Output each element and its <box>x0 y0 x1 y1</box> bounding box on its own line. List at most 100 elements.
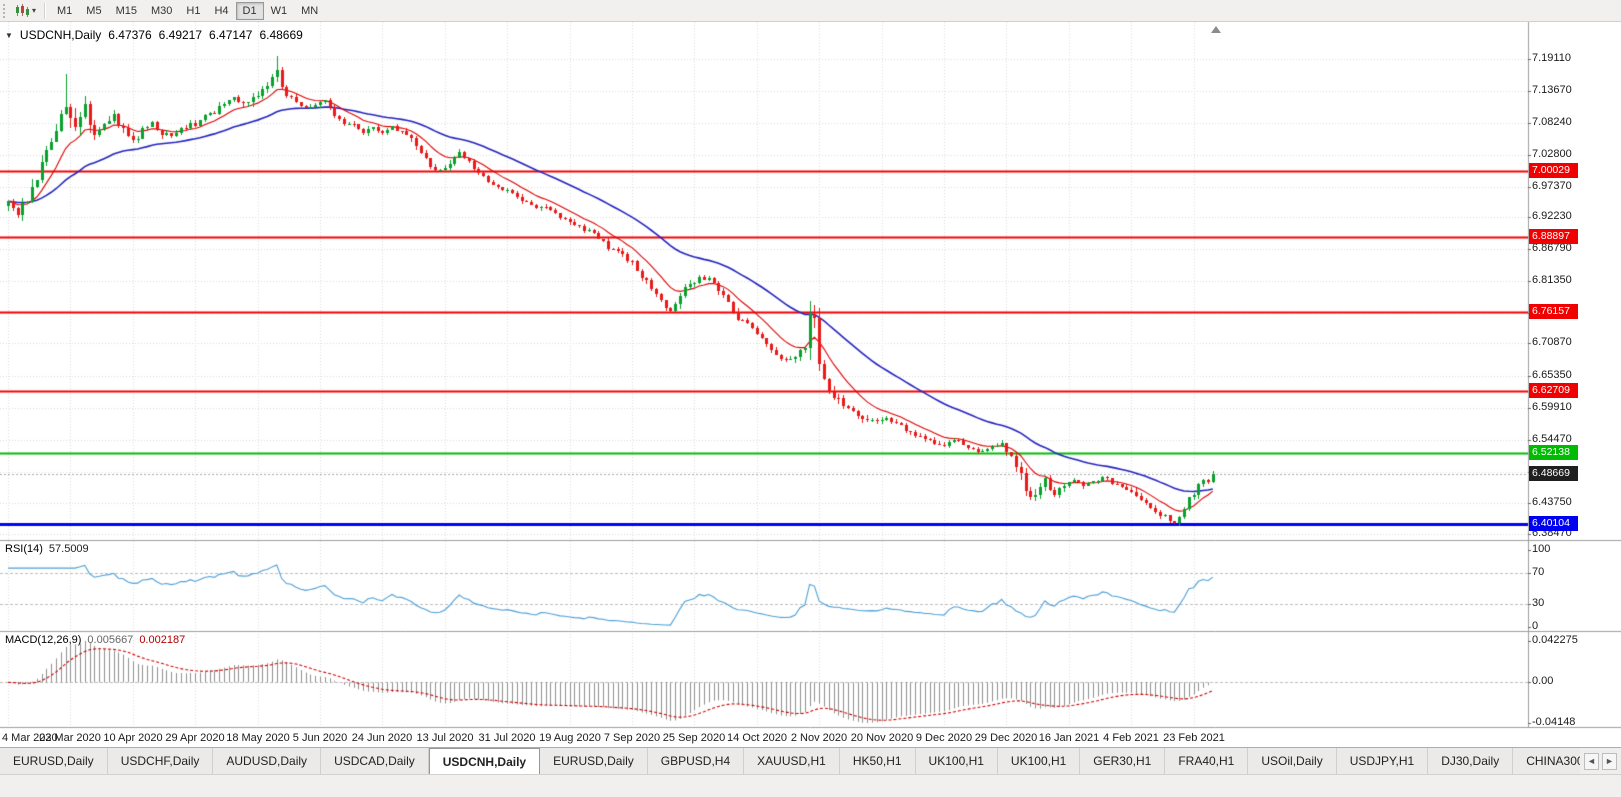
rsi-indicator-label: RSI(14) 57.5009 <box>5 543 89 555</box>
timeframe-button-mn[interactable]: MN <box>301 4 319 17</box>
one-click-trading-arrow-icon[interactable]: ▼ <box>5 30 13 40</box>
chart-tab-bar: EURUSD,Daily USDCHF,Daily AUDUSD,Daily USDC… <box>0 747 1621 774</box>
status-bar <box>0 774 1621 797</box>
date-axis-label: 31 Jul 2020 <box>478 732 536 744</box>
timeframe-button-m15[interactable]: M15 <box>115 4 137 17</box>
date-axis-label: 18 May 2020 <box>226 732 290 744</box>
macd-title: MACD(12,26,9) <box>5 634 82 646</box>
chart-tab-uk100-h1[interactable]: UK100,H1 <box>915 748 998 774</box>
date-axis-label: 29 Dec 2020 <box>974 732 1038 744</box>
chart-tab-fra40-h1[interactable]: FRA40,H1 <box>1165 748 1249 774</box>
timeframe-button-h4[interactable]: H4 <box>214 4 229 17</box>
chart-menu-button[interactable]: ▾ <box>12 2 39 20</box>
chart-tab-gbpusd-h4[interactable]: GBPUSD,H4 <box>647 748 745 774</box>
price-axis-tick: 7.19110 <box>1532 52 1571 64</box>
macd-axis-tick: 0.042275 <box>1532 634 1578 646</box>
top-toolbar: ▾ M1 M5 M15 M30 H1 H4 D1 W1 MN <box>0 0 1621 22</box>
date-axis-label: 23 Mar 2020 <box>39 732 101 744</box>
price-axis-tick: 6.43750 <box>1532 496 1572 508</box>
rsi-axis-tick: 100 <box>1532 543 1551 555</box>
price-axis-tick: 6.97370 <box>1532 180 1572 192</box>
date-axis-label: 25 Sep 2020 <box>662 732 726 744</box>
date-axis-label: 5 Jun 2020 <box>292 732 348 744</box>
rsi-value: 57.5009 <box>48 543 89 555</box>
timeframe-button-w1[interactable]: W1 <box>270 4 288 17</box>
date-axis-label: 19 Aug 2020 <box>539 732 601 744</box>
timeframe-button-m30[interactable]: M30 <box>150 4 173 17</box>
chart-tab-china300-h1[interactable]: CHINA300,H1 <box>1513 748 1580 774</box>
rsi-title: RSI(14) <box>5 543 43 555</box>
timeframe-button-group: M1 M5 M15 M30 H1 H4 D1 W1 MN <box>50 1 325 20</box>
chevron-down-icon: ▾ <box>32 6 37 15</box>
timeframe-button-m1[interactable]: M1 <box>57 4 73 17</box>
price-axis-tick: 6.92230 <box>1532 210 1572 222</box>
date-axis-label: 16 Jan 2021 <box>1038 732 1100 744</box>
symbol-period-title: USDCNH,Daily <box>19 28 102 42</box>
macd-indicator-label: MACD(12,26,9) 0.005667 0.002187 <box>5 634 185 646</box>
level-badge-6.52138: 6.52138 <box>1529 445 1578 460</box>
tabs-scroll-left-button[interactable]: ◄ <box>1584 752 1599 770</box>
date-axis-label: 9 Dec 2020 <box>915 732 973 744</box>
price-axis-tick: 7.13670 <box>1532 84 1572 96</box>
chart-canvas[interactable] <box>0 22 1621 747</box>
chart-tab-hk50-h1[interactable]: HK50,H1 <box>839 748 916 774</box>
chart-area: ▼ USDCNH,Daily 6.47376 6.49217 6.47147 6… <box>0 22 1621 747</box>
level-badge-6.62709: 6.62709 <box>1529 383 1578 398</box>
price-axis-tick: 6.54470 <box>1532 433 1572 445</box>
chart-tab-xauusd-h1[interactable]: XAUUSD,H1 <box>744 748 840 774</box>
macd-axis-tick: 0.00 <box>1532 675 1554 687</box>
date-axis-label: 14 Oct 2020 <box>727 732 787 744</box>
price-axis-tick: 7.02800 <box>1532 148 1572 160</box>
candlestick-chart-icon <box>16 3 29 17</box>
date-axis-label: 4 Feb 2021 <box>1103 732 1159 744</box>
ohlc-high: 6.49217 <box>158 28 203 42</box>
price-axis-tick: 6.59910 <box>1532 401 1572 413</box>
price-axis-tick: 6.81350 <box>1532 274 1572 286</box>
date-axis-label: 29 Apr 2020 <box>165 732 225 744</box>
chart-shift-marker[interactable] <box>1211 26 1221 33</box>
price-axis-tick: 6.65350 <box>1532 369 1572 381</box>
date-axis-label: 23 Feb 2021 <box>1163 732 1225 744</box>
chart-tab-uk100-h1[interactable]: UK100,H1 <box>997 748 1081 774</box>
rsi-axis-tick: 0 <box>1532 620 1539 632</box>
date-axis-label: 7 Sep 2020 <box>603 732 661 744</box>
toolbar-separator <box>44 2 46 19</box>
date-axis-label: 10 Apr 2020 <box>103 732 163 744</box>
date-axis-label: 4 Mar 2020 <box>2 732 58 744</box>
level-badge-6.88897: 6.88897 <box>1529 229 1578 244</box>
date-axis-label: 13 Jul 2020 <box>416 732 474 744</box>
chart-tab-usdchf-daily[interactable]: USDCHF,Daily <box>107 748 214 774</box>
macd-axis-tick: -0.04148 <box>1532 716 1576 728</box>
chart-tab-usoil-daily[interactable]: USOil,Daily <box>1248 748 1337 774</box>
toolbar-grip[interactable] <box>3 3 8 18</box>
price-axis-tick: 6.70870 <box>1532 336 1572 348</box>
macd-signal-value: 0.002187 <box>139 634 186 646</box>
ohlc-close: 6.48669 <box>259 28 303 42</box>
date-axis-label: 2 Nov 2020 <box>790 732 848 744</box>
chart-tab-audusd-daily[interactable]: AUDUSD,Daily <box>213 748 322 774</box>
chart-tabs: EURUSD,Daily USDCHF,Daily AUDUSD,Daily USDC… <box>0 748 1580 774</box>
rsi-axis-tick: 30 <box>1532 597 1545 609</box>
ohlc-open: 6.47376 <box>108 28 152 42</box>
level-badge-6.76157: 6.76157 <box>1529 304 1578 319</box>
current-price-badge: 6.48669 <box>1529 466 1578 481</box>
chart-tab-eurusd-daily[interactable]: EURUSD,Daily <box>0 748 108 774</box>
chart-tab-dj30-daily[interactable]: DJ30,Daily <box>1428 748 1514 774</box>
level-badge-7.00029: 7.00029 <box>1529 163 1578 178</box>
chart-tab-ger30-h1[interactable]: GER30,H1 <box>1080 748 1166 774</box>
timeframe-button-m5[interactable]: M5 <box>86 4 102 17</box>
chart-tab-eurusd-daily[interactable]: EURUSD,Daily <box>540 748 648 774</box>
chart-title-overlay: ▼ USDCNH,Daily 6.47376 6.49217 6.47147 6… <box>5 28 303 42</box>
tabs-scroll-right-button[interactable]: ► <box>1602 752 1617 770</box>
timeframe-button-h1[interactable]: H1 <box>186 4 201 17</box>
price-axis-tick: 6.86790 <box>1532 242 1572 254</box>
ohlc-low: 6.47147 <box>209 28 253 42</box>
level-badge-6.40104: 6.40104 <box>1529 516 1578 531</box>
chart-tab-usdcad-daily[interactable]: USDCAD,Daily <box>321 748 429 774</box>
macd-main-value: 0.005667 <box>87 634 134 646</box>
timeframe-button-d1[interactable]: D1 <box>235 1 264 20</box>
chart-tab-usdcnh-daily[interactable]: USDCNH,Daily <box>428 748 541 774</box>
tab-scroll-controls: ◄ ► <box>1580 748 1621 774</box>
chart-tab-usdjpy-h1[interactable]: USDJPY,H1 <box>1336 748 1429 774</box>
price-axis-tick: 7.08240 <box>1532 116 1572 128</box>
